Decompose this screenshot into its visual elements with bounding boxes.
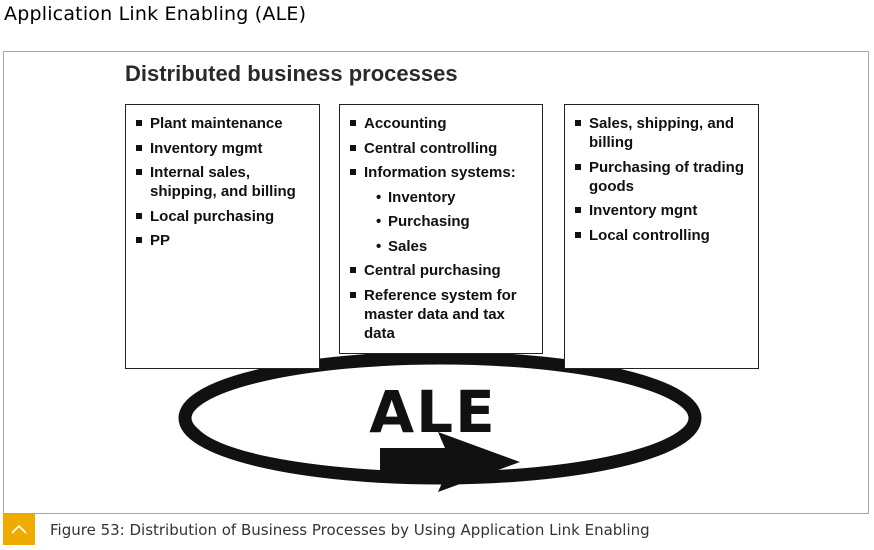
sub-list-item: • Inventory <box>376 188 456 206</box>
process-box-center: Accounting Central controlling Informati… <box>339 104 543 354</box>
bullet-square-icon <box>350 291 356 298</box>
list-item: PP <box>136 231 311 250</box>
bullet-dot-icon: • <box>376 188 382 206</box>
page-heading: Application Link Enabling (ALE) <box>4 3 307 25</box>
bullet-dot-icon: • <box>376 237 382 255</box>
chevron-up-icon <box>11 524 27 534</box>
ale-ellipse <box>178 351 702 485</box>
bullet-square-icon <box>575 231 581 238</box>
bullet-dot-icon: • <box>376 213 382 230</box>
bullet-square-icon <box>136 237 142 243</box>
sub-list-item: • Sales <box>376 237 428 255</box>
figure-caption-bar: Figure 53: Distribution of Business Proc… <box>3 513 869 545</box>
bullet-square-icon <box>350 267 356 273</box>
list-item: Local purchasing <box>136 207 311 226</box>
bullet-square-icon <box>575 120 581 126</box>
process-box-right: Sales, shipping, and billing Purchasing … <box>564 104 759 369</box>
bullet-square-icon <box>136 212 142 219</box>
list-item: Reference system for master data and tax… <box>350 286 534 343</box>
list-item: Sales, shipping, and billing <box>575 114 750 152</box>
bullet-square-icon <box>350 120 356 126</box>
bullet-square-icon <box>136 120 142 126</box>
bullet-square-icon <box>350 144 356 151</box>
bullet-square-icon <box>136 169 142 175</box>
ale-label: ALE <box>369 378 496 446</box>
diagram-title: Distributed business processes <box>125 61 458 86</box>
list-item: Plant maintenance <box>136 114 311 133</box>
ale-arrowhead <box>380 432 520 492</box>
list-item: Local controlling <box>575 226 750 245</box>
bullet-square-icon <box>575 163 581 170</box>
process-box-left: Plant maintenance Inventory mgmt Interna… <box>125 104 320 369</box>
sub-list-item: • Purchasing <box>376 213 470 230</box>
list-item: Information systems: <box>350 163 534 182</box>
list-item: Central purchasing <box>350 261 534 280</box>
list-item: Internal sales, shipping, and billing <box>136 163 311 201</box>
list-item: Inventory mgnt <box>575 201 750 220</box>
list-item: Accounting <box>350 114 534 133</box>
list-item: Purchasing of trading goods <box>575 158 750 196</box>
list-item: Inventory mgmt <box>136 139 311 158</box>
bullet-square-icon <box>350 169 356 175</box>
bullet-square-icon <box>136 144 142 151</box>
bullet-square-icon <box>575 207 581 213</box>
collapse-toggle[interactable] <box>3 514 35 545</box>
list-item: Central controlling <box>350 139 534 158</box>
figure-caption: Figure 53: Distribution of Business Proc… <box>50 521 650 539</box>
